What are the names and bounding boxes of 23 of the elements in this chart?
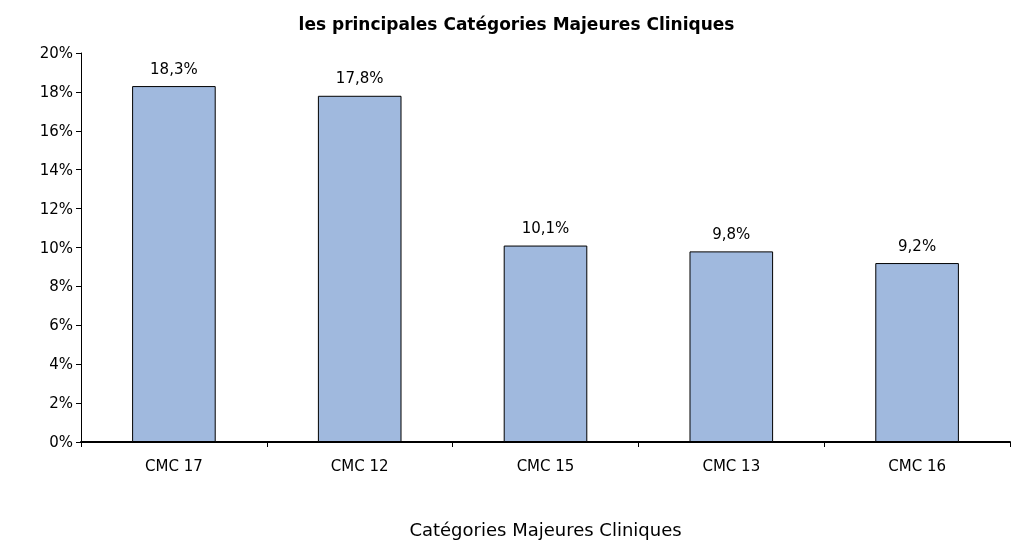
data-label: 17,8% bbox=[335, 69, 384, 88]
chart-title: les principales Catégories Majeures Cliniques bbox=[298, 13, 735, 34]
x-axis-title: Catégories Majeures Cliniques bbox=[409, 518, 682, 540]
y-tick-label: 8% bbox=[49, 277, 73, 296]
y-tick-label: 10% bbox=[39, 238, 73, 257]
data-label: 10,1% bbox=[521, 219, 570, 238]
x-tick-label: CMC 17 bbox=[145, 456, 203, 475]
y-tick-label: 4% bbox=[49, 355, 73, 374]
y-tick-label: 12% bbox=[39, 199, 73, 218]
y-tick-label: 2% bbox=[49, 394, 73, 413]
y-tick-label: 6% bbox=[49, 316, 73, 335]
x-tick-label: CMC 15 bbox=[516, 456, 575, 475]
y-tick-label: 14% bbox=[39, 160, 73, 179]
y-tick-label: 18% bbox=[39, 82, 73, 101]
data-label: 9,2% bbox=[898, 236, 937, 255]
x-tick-label: CMC 13 bbox=[702, 456, 761, 475]
x-tick-label: CMC 16 bbox=[888, 456, 946, 475]
data-label: 9,8% bbox=[712, 224, 751, 243]
y-tick-label: 0% bbox=[49, 433, 73, 451]
x-tick-label: CMC 12 bbox=[330, 456, 389, 475]
y-tick-label: 20% bbox=[39, 44, 73, 62]
y-tick-label: 16% bbox=[39, 121, 73, 140]
data-label: 18,3% bbox=[150, 59, 198, 78]
